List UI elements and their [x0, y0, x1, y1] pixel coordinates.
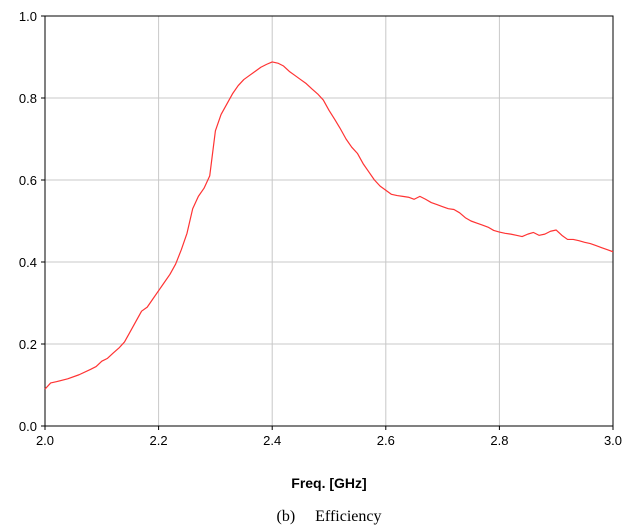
x-axis: 2.0 2.2 2.4 2.6 2.8 3.0 — [36, 426, 622, 448]
x-tick-label-3: 2.6 — [377, 433, 395, 448]
figure-caption: (b) Efficiency — [277, 508, 382, 525]
y-tick-label-1: 0.2 — [19, 337, 37, 352]
x-tick-label-1: 2.2 — [150, 433, 168, 448]
series-line-0 — [44, 61, 614, 390]
y-tick-label-2: 0.4 — [19, 255, 37, 270]
plot-frame — [44, 15, 614, 427]
y-axis: 0.0 0.2 0.4 0.6 0.8 1.0 — [19, 9, 45, 434]
grid-lines — [45, 16, 613, 426]
y-tick-label-5: 1.0 — [19, 9, 37, 24]
x-axis-label: Freq. [GHz] — [291, 475, 366, 491]
y-tick-label-0: 0.0 — [19, 419, 37, 434]
x-tick-label-4: 2.8 — [490, 433, 508, 448]
series-group — [44, 61, 614, 390]
x-tick-label-0: 2.0 — [36, 433, 54, 448]
x-tick-label-2: 2.4 — [263, 433, 281, 448]
y-tick-label-3: 0.6 — [19, 173, 37, 188]
x-tick-label-5: 3.0 — [604, 433, 622, 448]
y-tick-label-4: 0.8 — [19, 91, 37, 106]
